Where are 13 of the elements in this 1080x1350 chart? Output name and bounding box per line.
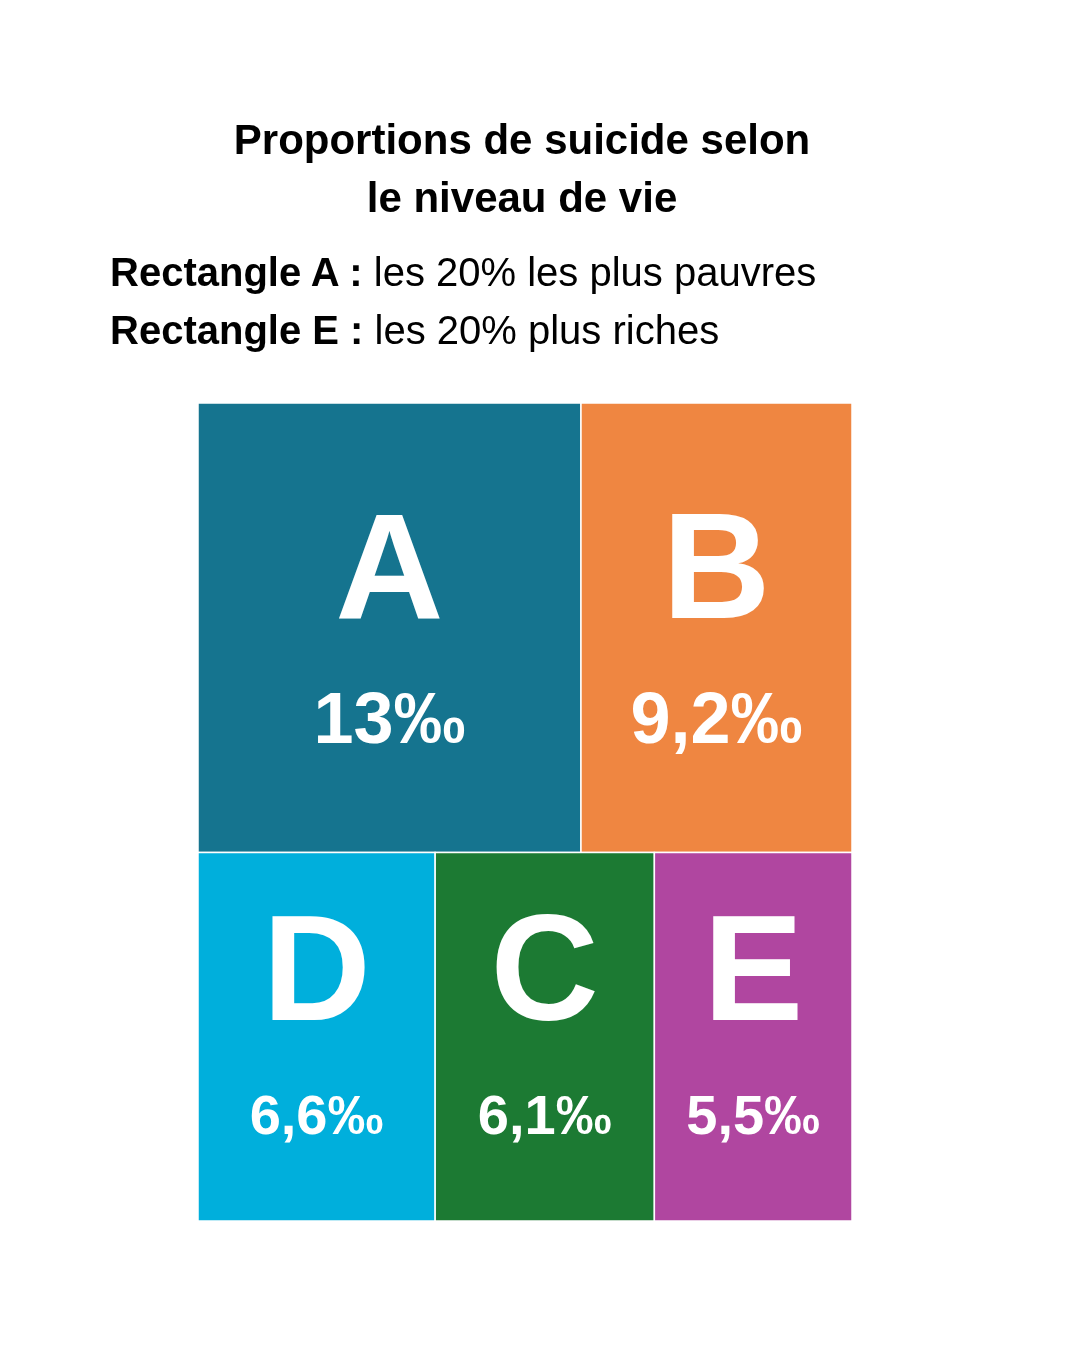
text: Rectangle A : les 20% les plus pauvres xyxy=(110,250,817,294)
data-label: 13‰ xyxy=(313,678,466,758)
data-label: 6,1‰ xyxy=(477,1083,612,1147)
data-label: 6,6‰ xyxy=(249,1083,384,1147)
category-label: D xyxy=(262,884,371,1053)
text: Rectangle E : les 20% plus riches xyxy=(110,308,720,352)
category-label: E xyxy=(703,884,804,1053)
category-label: A xyxy=(335,482,444,650)
category-label: C xyxy=(490,884,599,1053)
data-label: 5,5‰ xyxy=(686,1083,821,1147)
text: Proportions de suicide selon le niveau de vie xyxy=(233,116,811,221)
category-label: B xyxy=(662,482,771,650)
data-label: 9,2‰ xyxy=(630,678,803,758)
